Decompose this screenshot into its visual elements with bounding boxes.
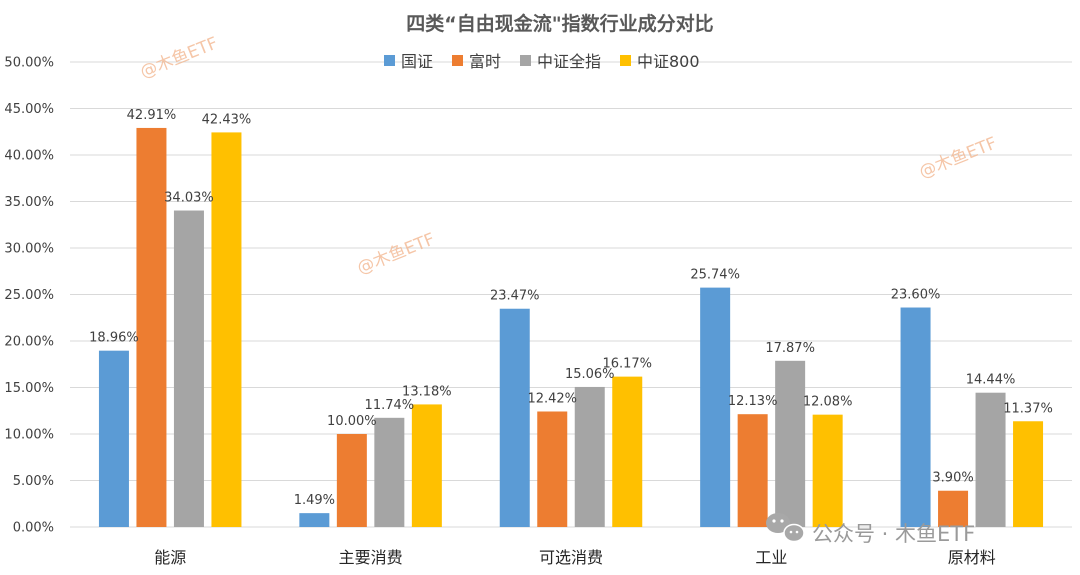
bar bbox=[211, 132, 242, 527]
wechat-icon bbox=[766, 513, 805, 543]
data-label: 18.96% bbox=[89, 331, 139, 346]
data-label: 3.90% bbox=[932, 471, 973, 486]
data-label: 23.47% bbox=[490, 289, 540, 304]
bar bbox=[336, 434, 367, 527]
data-label: 12.42% bbox=[527, 391, 577, 406]
data-label: 14.44% bbox=[966, 373, 1016, 388]
y-tick-label: 15.00% bbox=[4, 381, 54, 396]
y-tick-label: 50.00% bbox=[4, 56, 54, 71]
legend-swatch bbox=[452, 55, 463, 66]
y-tick-label: 40.00% bbox=[4, 149, 54, 164]
bar bbox=[812, 414, 843, 527]
y-tick-label: 0.00% bbox=[13, 521, 54, 536]
svg-text:公众号 · 木鱼ETF: 公众号 · 木鱼ETF bbox=[812, 522, 975, 546]
y-tick-label: 35.00% bbox=[4, 195, 54, 210]
y-tick-label: 10.00% bbox=[4, 428, 54, 443]
bar bbox=[1013, 421, 1044, 527]
data-label: 11.37% bbox=[1003, 401, 1053, 416]
legend-swatch bbox=[520, 55, 531, 66]
y-tick-label: 5.00% bbox=[13, 474, 54, 489]
bar bbox=[173, 210, 204, 527]
legend-entry: 中证全指 bbox=[537, 52, 601, 71]
data-label: 13.18% bbox=[402, 384, 452, 399]
data-label: 1.49% bbox=[294, 493, 335, 508]
bar bbox=[775, 360, 806, 527]
data-label: 17.87% bbox=[765, 341, 815, 356]
data-label: 12.13% bbox=[728, 394, 778, 409]
watermark-text: @木鱼ETF bbox=[916, 133, 999, 182]
data-label: 34.03% bbox=[164, 191, 214, 206]
x-category-label: 原材料 bbox=[948, 548, 996, 567]
data-label: 12.08% bbox=[803, 395, 853, 410]
bar bbox=[374, 417, 405, 527]
data-label: 10.00% bbox=[327, 414, 377, 429]
legend-swatch bbox=[620, 55, 631, 66]
y-tick-label: 45.00% bbox=[4, 102, 54, 117]
data-label: 42.91% bbox=[127, 108, 177, 123]
y-tick-label: 20.00% bbox=[4, 335, 54, 350]
chart-title: 四类“自由现金流"指数行业成分对比 bbox=[406, 12, 713, 35]
brand-watermark: 公众号 · 木鱼ETF bbox=[766, 513, 975, 546]
legend: 国证 富时 中证全指 中证800 bbox=[384, 52, 700, 71]
watermark-text: @木鱼ETF bbox=[354, 229, 437, 278]
bar bbox=[574, 386, 605, 527]
legend-entry: 国证 bbox=[401, 52, 433, 71]
bar bbox=[537, 411, 568, 527]
bar bbox=[299, 513, 330, 527]
data-label: 25.74% bbox=[690, 268, 740, 283]
data-label: 42.43% bbox=[202, 112, 252, 127]
bar bbox=[612, 376, 643, 527]
bar bbox=[900, 307, 931, 527]
legend-entry: 中证800 bbox=[637, 52, 700, 71]
y-tick-label: 25.00% bbox=[4, 288, 54, 303]
x-category-label: 能源 bbox=[154, 548, 186, 567]
data-label: 23.60% bbox=[891, 288, 941, 303]
bar bbox=[411, 404, 442, 527]
brand-name: 木鱼ETF bbox=[895, 522, 975, 546]
brand-prefix: 公众号 · bbox=[812, 522, 895, 546]
x-category-label: 可选消费 bbox=[539, 548, 603, 567]
bar bbox=[136, 127, 167, 527]
legend-entry: 富时 bbox=[469, 52, 501, 71]
bar bbox=[737, 414, 768, 527]
x-category-label: 工业 bbox=[755, 548, 787, 567]
bar bbox=[499, 308, 530, 527]
watermark-text: @木鱼ETF bbox=[137, 33, 220, 82]
data-label: 11.74% bbox=[365, 398, 415, 413]
legend-swatch bbox=[384, 55, 395, 66]
bar bbox=[98, 350, 129, 527]
bar bbox=[975, 392, 1006, 527]
bar bbox=[938, 490, 969, 527]
bar bbox=[700, 287, 731, 527]
data-label: 16.17% bbox=[602, 357, 652, 372]
y-tick-label: 30.00% bbox=[4, 242, 54, 257]
x-category-label: 主要消费 bbox=[339, 548, 403, 567]
data-label: 15.06% bbox=[565, 367, 615, 382]
